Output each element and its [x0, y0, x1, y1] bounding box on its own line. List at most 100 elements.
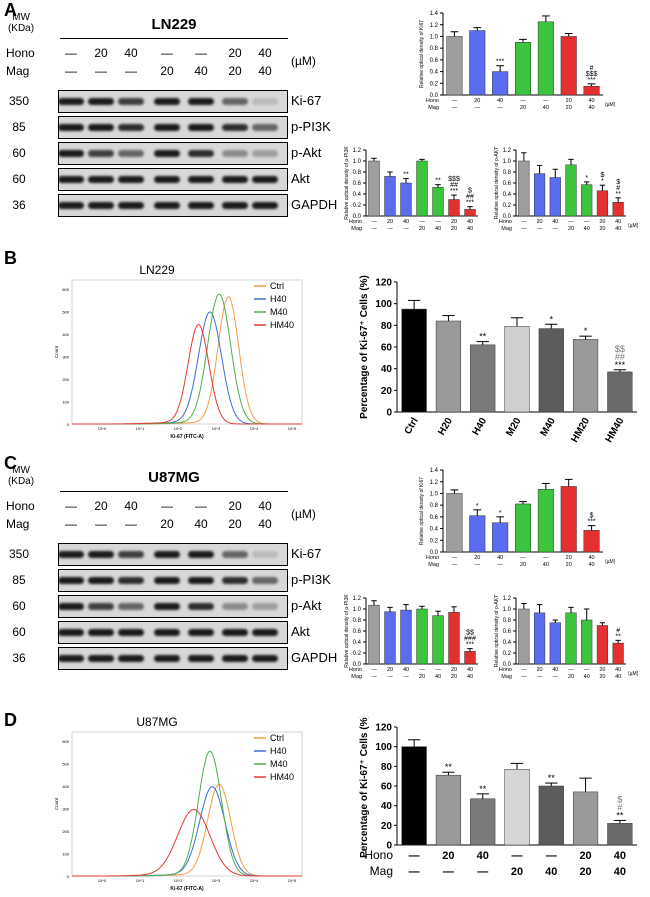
- x-tick-label: 10^5: [288, 878, 297, 883]
- significance-label: ##: [450, 182, 458, 189]
- hono-dose: —: [419, 667, 425, 673]
- protein-band: [222, 176, 248, 183]
- blot-strip: [58, 569, 288, 592]
- significance-label: ***: [587, 77, 595, 84]
- legend-label: M40: [270, 759, 288, 769]
- bar: [470, 798, 496, 846]
- mag-dose: 20: [566, 105, 572, 111]
- category-label: M40: [539, 416, 558, 439]
- flow-histogram-ln229: LN229 0 100 200 300 400 500 600 10^0 10^1 10^2 10^3…: [54, 264, 303, 440]
- legend-label: Ctrl: [270, 281, 284, 291]
- significance-label: $: [590, 513, 594, 520]
- hono-dose: —: [520, 98, 526, 104]
- bar: [572, 791, 599, 846]
- hono-dose: 40: [258, 499, 272, 513]
- y-tick-label: 1.2: [353, 596, 362, 602]
- mag-dose: 40: [467, 674, 473, 680]
- chart-u87mg-percent-ki67: 0 20 40 60 80 100 120 Percentage of Ki-67⁺ Cell…: [359, 717, 637, 878]
- blot-strip: [58, 647, 288, 670]
- molecular-weight: 350: [8, 94, 30, 108]
- plot-frame: [71, 279, 303, 425]
- y-tick-label: 1.2: [353, 148, 362, 154]
- protein-band: [154, 577, 180, 584]
- mag-dose: 40: [614, 866, 626, 878]
- protein-band: [88, 124, 114, 131]
- bar: [549, 177, 561, 217]
- protein-band: [154, 98, 180, 105]
- bar: [549, 622, 561, 665]
- significance-label: **: [548, 773, 556, 783]
- mag-dose: 20: [568, 674, 574, 680]
- hono-row-label: Hono: [6, 46, 35, 60]
- chart-ln229-ki67: 0.0 0.2 0.4 0.6 0.8 1.0 1.2 1.4 Relative optical…: [419, 11, 616, 111]
- protein-band: [252, 98, 278, 105]
- y-tick-label: 1.0: [503, 607, 512, 613]
- hono-dose: —: [521, 219, 527, 225]
- significance-label: **: [615, 633, 621, 640]
- mag-dose: 40: [543, 562, 549, 568]
- molecular-weight: 60: [12, 172, 26, 186]
- protein-band: [118, 655, 144, 662]
- bar: [469, 30, 486, 96]
- bar: [416, 160, 428, 217]
- y-tick-label: 40: [381, 364, 393, 375]
- protein-band: [188, 124, 214, 131]
- significance-label: $: [468, 188, 472, 195]
- mag-dose: —: [477, 866, 488, 878]
- unit-label: (µM): [605, 102, 616, 108]
- mag-dose: 20: [566, 562, 572, 568]
- blot-strip: [58, 116, 288, 139]
- hono-dose: 40: [124, 499, 138, 513]
- hono-row-label: Hono: [499, 667, 512, 673]
- bar: [400, 609, 412, 665]
- blot-strip: [58, 543, 288, 566]
- protein-band: [222, 655, 248, 662]
- protein-band: [154, 603, 180, 610]
- bar: [518, 608, 530, 665]
- y-tick-label: 0: [67, 874, 70, 879]
- bar: [538, 328, 564, 413]
- significance-label: ***: [496, 59, 504, 66]
- mag-row-label: Mag: [351, 674, 362, 680]
- y-tick-label: 0.4: [503, 640, 512, 646]
- mag-dose: —: [553, 226, 559, 232]
- significance-label: #: [616, 627, 620, 634]
- y-tick-label: 1.0: [430, 492, 439, 498]
- y-tick-label: 1.2: [430, 480, 439, 486]
- protein-band: [88, 551, 114, 558]
- y-axis-label: Percentage of Ki-67⁺ Cells (%): [359, 717, 370, 858]
- mag-dose: —: [443, 866, 454, 878]
- mag-row-label: Mag: [428, 562, 439, 568]
- y-tick-label: 0.2: [353, 203, 362, 209]
- protein-band: [252, 577, 278, 584]
- western-blot-u87mg: MW (KDa) U87MG Hono Mag (µM) — 20 40 — — 20 40 — — — 20 4…: [0, 465, 360, 675]
- bar: [560, 36, 577, 96]
- kda-header: (KDa): [7, 476, 35, 487]
- legend-label: HM40: [270, 772, 294, 782]
- category-label: M20: [504, 416, 523, 439]
- y-tick-label: 100: [375, 299, 392, 310]
- y-axis-label: Percentage of Ki-67⁺ Cells (%): [359, 275, 370, 419]
- protein-band: [88, 150, 114, 157]
- hono-dose: —: [195, 499, 207, 513]
- bar: [368, 160, 380, 217]
- mag-dose: 20: [511, 866, 523, 878]
- significance-label: $: [617, 794, 622, 804]
- hono-row-label: Hono: [364, 848, 393, 862]
- x-tick-label: 10^0: [98, 426, 107, 431]
- y-tick-label: 0.6: [503, 181, 512, 187]
- hono-dose: 40: [615, 667, 621, 673]
- bar: [607, 823, 633, 846]
- flow-title: LN229: [139, 264, 175, 277]
- mag-dose: 40: [435, 226, 441, 232]
- protein-band: [59, 150, 84, 157]
- bar: [464, 651, 476, 665]
- bar: [596, 625, 609, 665]
- mag-dose: 40: [435, 674, 441, 680]
- y-tick-label: 0.0: [353, 662, 362, 668]
- bar: [368, 604, 380, 665]
- mag-dose: —: [125, 517, 137, 531]
- hono-dose: 20: [451, 667, 457, 673]
- y-tick-label: 100: [375, 742, 392, 753]
- molecular-weight: 350: [8, 547, 30, 561]
